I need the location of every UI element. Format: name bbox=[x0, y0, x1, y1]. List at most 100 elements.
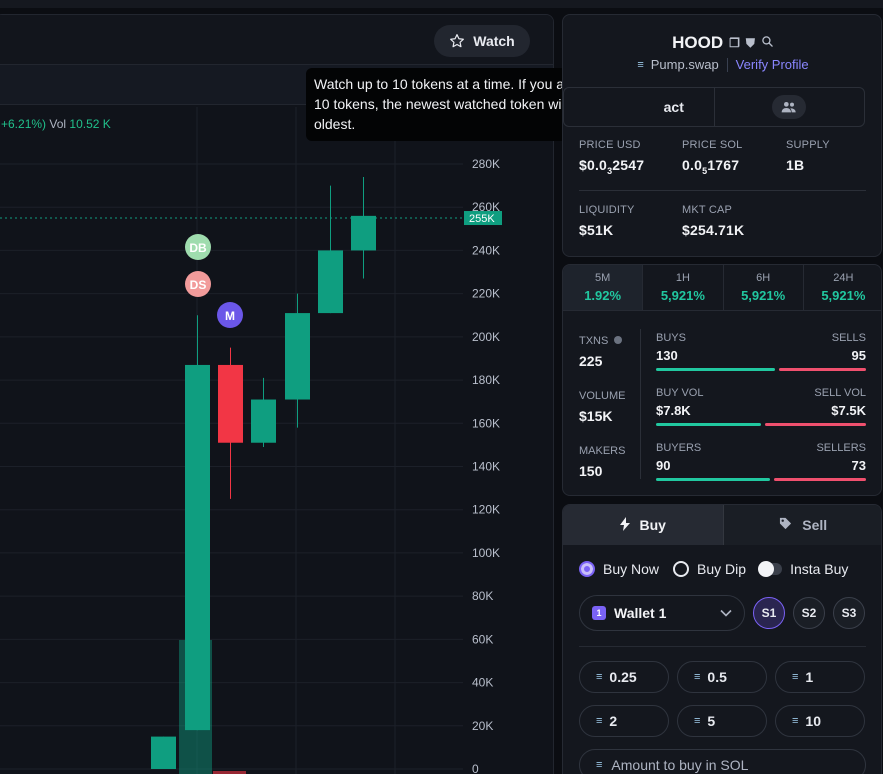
period-label: 24H bbox=[833, 272, 854, 284]
sellvol-value: $7.5K bbox=[831, 403, 866, 418]
amount-preset[interactable]: ≡ 0.25 bbox=[579, 661, 669, 693]
divider bbox=[640, 329, 641, 479]
amount-preset[interactable]: ≡ 2 bbox=[579, 705, 669, 737]
candle-body bbox=[218, 364, 243, 443]
amount-value: 2 bbox=[609, 713, 618, 729]
candle-body bbox=[351, 215, 376, 251]
marker-label: M bbox=[225, 309, 235, 323]
stat-value: $0.032547 bbox=[579, 157, 645, 176]
stat-label: PRICE USD bbox=[579, 139, 641, 151]
stat-value: $254.71K bbox=[682, 222, 745, 238]
metric-makers: MAKERS 150 bbox=[579, 445, 625, 479]
lightning-icon bbox=[619, 516, 630, 534]
amount-value: 0.5 bbox=[707, 669, 727, 685]
buys-value: 130 bbox=[656, 348, 678, 363]
stat-supply: SUPPLY 1B bbox=[786, 139, 830, 173]
buyers-sellers-row: BUYERS SELLERS 90 73 bbox=[656, 442, 866, 481]
y-tick-label: 120K bbox=[472, 503, 500, 517]
mode-label: Buy Now bbox=[603, 561, 660, 577]
buy-ratio-bar bbox=[656, 368, 776, 371]
wallet-select[interactable]: 1 Wallet 1 bbox=[579, 595, 745, 631]
order-card: Buy Sell Buy Now Buy Dip Insta Buy 1 Wal… bbox=[562, 504, 882, 774]
legend-change: +6.21%) bbox=[1, 117, 47, 131]
slot-s2[interactable]: S2 bbox=[793, 597, 825, 629]
period-change: 5,921% bbox=[741, 288, 786, 303]
side-tabs: Buy Sell bbox=[563, 505, 881, 545]
verify-profile-link[interactable]: Verify Profile bbox=[735, 57, 809, 72]
solana-icon: ≡ bbox=[596, 715, 603, 727]
buyvol-label: BUY VOL bbox=[656, 387, 704, 399]
slot-s1[interactable]: S1 bbox=[753, 597, 785, 629]
copy-icon[interactable]: ❐ bbox=[729, 36, 740, 50]
shield-icon[interactable]: ⛊ bbox=[745, 35, 755, 50]
y-tick-label: 20K bbox=[472, 719, 493, 733]
marker-label: DS bbox=[190, 278, 207, 292]
top-bar bbox=[0, 0, 883, 8]
mode-insta-buy[interactable]: Insta Buy bbox=[758, 561, 848, 577]
token-info-card: HOOD ❐ ⛊ ≡ Pump.swap Verify Profile act … bbox=[562, 14, 882, 257]
users-icon bbox=[772, 95, 807, 119]
metric-volume: VOLUME $15K bbox=[579, 390, 625, 424]
buyers-label: BUYERS bbox=[656, 442, 702, 454]
marker-badge bbox=[185, 234, 211, 260]
amount-preset[interactable]: ≡ 5 bbox=[677, 705, 767, 737]
candlestick-chart[interactable]: 0 20K 40K 60K 80K 100K 120K 140K 160K 180K 200K 220… bbox=[0, 15, 554, 774]
sells-value: 95 bbox=[851, 348, 866, 363]
y-tick-label: 200K bbox=[472, 330, 500, 344]
buys-label: BUYS bbox=[656, 332, 686, 344]
period-label: 1H bbox=[675, 272, 690, 284]
tab-sell[interactable]: Sell bbox=[723, 505, 881, 545]
sell-ratio-bar bbox=[765, 423, 866, 426]
candle-body bbox=[251, 399, 276, 443]
radio[interactable] bbox=[673, 561, 690, 577]
radio-selected[interactable] bbox=[579, 561, 595, 577]
token-source-row: ≡ Pump.swap Verify Profile bbox=[563, 57, 883, 72]
slot-s3[interactable]: S3 bbox=[833, 597, 865, 629]
mode-label: Buy Dip bbox=[697, 561, 747, 577]
stat-price-sol: PRICE SOL 0.051767 bbox=[682, 139, 743, 176]
amount-preset[interactable]: ≡ 1 bbox=[775, 661, 865, 693]
period-6h[interactable]: 6H 5,921% bbox=[724, 265, 804, 310]
y-tick-label: 80K bbox=[472, 589, 493, 603]
watch-label: Watch bbox=[473, 33, 515, 49]
token-tabs: act bbox=[563, 87, 865, 127]
sell-ratio-bar bbox=[779, 368, 866, 371]
period-tabs: 5M 1.92% 1H 5,921% 6H 5,921% 24H 5,921% bbox=[563, 265, 881, 311]
divider bbox=[726, 57, 728, 72]
metric-txns: TXNS 225 bbox=[579, 335, 623, 369]
legend-vol-label: Vol bbox=[49, 117, 67, 131]
buyvol-value: $7.8K bbox=[656, 403, 691, 418]
amount-preset[interactable]: ≡ 0.5 bbox=[677, 661, 767, 693]
amount-placeholder: Amount to buy in SOL bbox=[611, 757, 749, 773]
solana-icon: ≡ bbox=[596, 671, 603, 683]
sells-label: SELLS bbox=[831, 332, 866, 344]
token-source[interactable]: Pump.swap bbox=[650, 57, 719, 72]
mode-buy-dip[interactable]: Buy Dip bbox=[673, 561, 746, 577]
chart-legend: +6.21%) Vol 10.52 K bbox=[1, 117, 111, 131]
period-5m[interactable]: 5M 1.92% bbox=[563, 265, 644, 310]
period-1h[interactable]: 1H 5,921% bbox=[643, 265, 724, 310]
y-tick-label: 160K bbox=[472, 416, 500, 430]
wallet-label: Wallet 1 bbox=[614, 605, 667, 621]
insta-buy-toggle[interactable] bbox=[758, 561, 783, 577]
solana-icon: ≡ bbox=[694, 671, 701, 683]
period-change: 1.92% bbox=[584, 288, 622, 303]
y-tick-label: 260K bbox=[472, 200, 500, 214]
wallet-icon: 1 bbox=[592, 606, 606, 620]
price-tag-label: 255K bbox=[469, 213, 495, 225]
tab-contract[interactable]: act bbox=[564, 88, 714, 126]
price-tag bbox=[464, 211, 502, 226]
amount-preset[interactable]: ≡ 10 bbox=[775, 705, 865, 737]
stat-value: 0.051767 bbox=[682, 157, 740, 176]
candle-body bbox=[151, 736, 176, 769]
mode-buy-now[interactable]: Buy Now bbox=[579, 561, 659, 577]
watch-button[interactable]: Watch bbox=[434, 25, 530, 57]
stat-liquidity: LIQUIDITY $51K bbox=[579, 204, 635, 238]
period-24h[interactable]: 24H 5,921% bbox=[804, 265, 881, 310]
buyers-value: 90 bbox=[656, 458, 671, 473]
y-tick-label: 140K bbox=[472, 460, 500, 474]
search-icon[interactable] bbox=[761, 35, 774, 51]
amount-input[interactable]: ≡ Amount to buy in SOL bbox=[579, 749, 866, 774]
tab-buy[interactable]: Buy bbox=[563, 505, 724, 545]
tab-community[interactable] bbox=[713, 88, 865, 126]
